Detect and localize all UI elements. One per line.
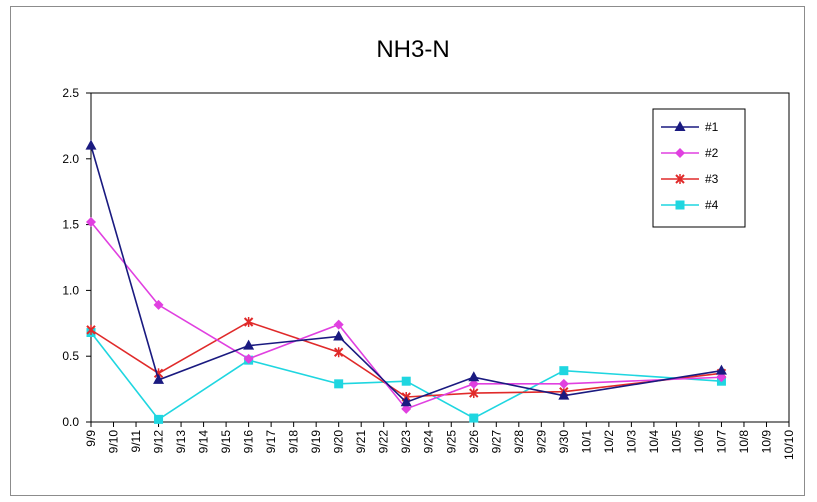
x-tick-label: 10/4 (647, 430, 661, 454)
x-tick-label: 9/19 (309, 430, 323, 454)
x-tick-label: 10/8 (737, 430, 751, 454)
x-tick-label: 9/12 (152, 430, 166, 454)
x-tick-label: 9/11 (129, 430, 143, 453)
x-tick-label: 9/18 (287, 430, 301, 454)
data-point (558, 389, 570, 400)
x-tick-label: 9/20 (332, 430, 346, 454)
x-tick-label: 9/14 (197, 430, 211, 454)
data-point (154, 414, 164, 424)
x-tick-label: 9/15 (219, 430, 233, 454)
series-line (90, 332, 722, 421)
data-point (716, 372, 727, 383)
x-tick-label: 10/10 (782, 430, 796, 460)
data-point (333, 319, 344, 330)
data-point (243, 339, 255, 350)
y-tick-label: 0.0 (62, 415, 79, 429)
data-point (333, 347, 344, 358)
legend-label: #2 (705, 146, 719, 160)
x-tick-label: 10/6 (692, 430, 706, 454)
legend-marker (674, 121, 686, 131)
chart-frame: NH3-N 0.0 0.5 1.0 1.5 2.0 2.5 9/9 9/10 9/11 9/12… (10, 6, 805, 496)
data-point (401, 403, 412, 414)
x-tick-label: 10/1 (579, 430, 593, 454)
x-tick-label: 9/22 (377, 430, 391, 454)
x-tick-label: 9/28 (512, 430, 526, 454)
x-tick-label: 9/24 (422, 430, 436, 454)
data-point (715, 364, 727, 375)
legend-label: #3 (705, 172, 719, 186)
x-tick-label: 9/21 (354, 430, 368, 454)
data-point (469, 388, 479, 399)
legend-label: #1 (705, 120, 719, 134)
legend-marker (675, 148, 685, 158)
x-tick-label: 9/27 (489, 430, 503, 454)
data-point (334, 379, 344, 389)
x-tick-label: 10/2 (602, 430, 616, 454)
data-point (243, 316, 254, 327)
x-tick-label: 10/7 (714, 430, 728, 454)
data-point (86, 324, 96, 335)
data-point (153, 373, 165, 384)
data-point (469, 413, 479, 423)
series-1 (85, 139, 727, 407)
x-tick-label: 9/17 (264, 430, 278, 454)
y-tick-label: 1.5 (62, 218, 79, 232)
x-axis: 9/9 9/10 9/11 9/12 9/13 9/14 9/15 9/16 9/17 9/18 9… (84, 422, 796, 460)
x-tick-label: 9/29 (534, 430, 548, 454)
legend-item: #2 (661, 146, 719, 160)
y-axis: 0.0 0.5 1.0 1.5 2.0 2.5 (62, 86, 91, 429)
data-point (153, 299, 164, 310)
data-point (86, 216, 96, 227)
x-tick-label: 9/23 (399, 430, 413, 454)
series-2 (86, 216, 727, 414)
line-chart: NH3-N 0.0 0.5 1.0 1.5 2.0 2.5 9/9 9/10 9/11 9/12… (62, 36, 796, 460)
legend-item: #4 (661, 198, 719, 212)
x-tick-label: 9/13 (174, 430, 188, 454)
data-point (333, 330, 345, 341)
x-tick-label: 9/30 (557, 430, 571, 454)
data-point (468, 378, 479, 389)
y-tick-label: 2.0 (62, 152, 79, 166)
legend-marker (675, 174, 685, 184)
x-tick-label: 10/3 (624, 430, 638, 454)
data-point (468, 371, 480, 382)
data-point (401, 376, 411, 386)
x-tick-label: 9/9 (84, 430, 98, 447)
legend-label: #4 (705, 198, 719, 212)
series-layer (85, 139, 727, 424)
x-tick-label: 9/10 (107, 430, 121, 454)
chart-title: NH3-N (376, 36, 449, 63)
legend-box (652, 108, 746, 228)
data-point (400, 396, 412, 407)
x-tick-label: 9/16 (242, 430, 256, 454)
x-tick-label: 9/26 (467, 430, 481, 454)
data-point (559, 366, 569, 376)
x-tick-label: 10/9 (759, 430, 773, 454)
legend-item: #1 (661, 120, 719, 134)
y-tick-label: 1.0 (62, 283, 79, 297)
data-point (558, 378, 569, 389)
data-point (243, 353, 254, 364)
legend-item: #3 (661, 172, 719, 186)
legend: #1 #2 #3 #4 (652, 108, 746, 228)
x-tick-label: 10/5 (669, 430, 683, 454)
series-line (90, 145, 722, 404)
y-tick-label: 0.5 (62, 349, 79, 363)
series-line (90, 221, 722, 410)
x-tick-label: 9/25 (444, 430, 458, 454)
data-point (85, 139, 97, 150)
y-tick-label: 2.5 (62, 86, 79, 100)
legend-marker (675, 200, 685, 210)
